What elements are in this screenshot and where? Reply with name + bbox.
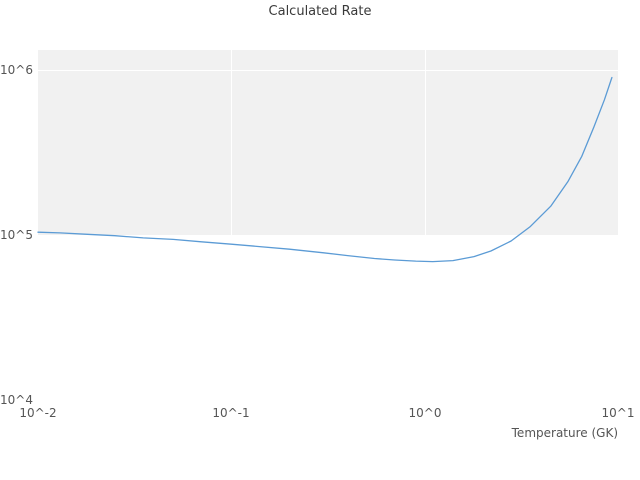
shaded-band bbox=[38, 50, 618, 235]
chart-title: Calculated Rate bbox=[268, 4, 372, 19]
rate-line-svg bbox=[37, 76, 613, 263]
xtick-10e0: 10^0 bbox=[408, 406, 442, 420]
x-axis-label: Temperature (GK) bbox=[511, 426, 618, 440]
ytick-10e4: 10^4 bbox=[0, 393, 33, 407]
plot-area bbox=[37, 50, 618, 400]
ytick-10e5: 10^5 bbox=[0, 228, 33, 242]
xtick-10e-1: 10^-1 bbox=[212, 406, 250, 420]
gridline-y-10e6 bbox=[38, 70, 618, 71]
xtick-10e-2: 10^-2 bbox=[19, 406, 57, 420]
gridline-x-10e-1 bbox=[231, 50, 232, 235]
ytick-10e6: 10^6 bbox=[0, 63, 33, 77]
gridline-x-10e0 bbox=[425, 50, 426, 235]
calculated-rate-line bbox=[37, 76, 613, 263]
xtick-10e1: 10^1 bbox=[601, 406, 635, 420]
